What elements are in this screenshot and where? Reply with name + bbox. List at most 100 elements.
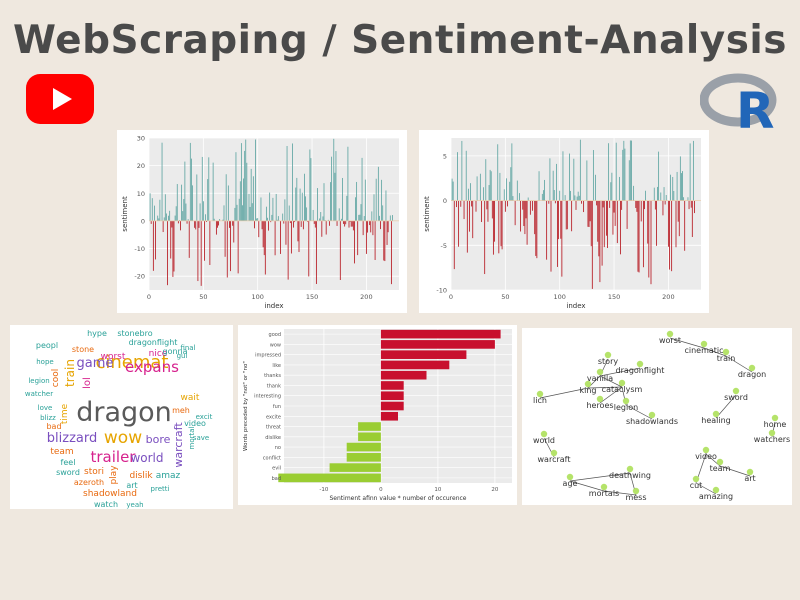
chart1-bar — [190, 158, 192, 221]
chart1-bar — [233, 220, 235, 243]
chart1-x-tick-label: 50 — [199, 293, 207, 301]
chart1-bar — [300, 220, 302, 227]
chart2-bar — [581, 200, 582, 204]
chart2-y-tick-label: -10 — [436, 287, 447, 295]
chart3-category-label: fun — [273, 404, 281, 410]
chart1-bar — [280, 220, 281, 254]
chart2-bar — [588, 200, 590, 228]
chart1-bar — [362, 220, 364, 236]
chart2-bar — [479, 173, 481, 201]
chart2-bar — [586, 160, 588, 201]
chart1-bar — [347, 146, 349, 221]
chart2-bar — [620, 200, 621, 255]
chart2-bar — [610, 182, 612, 201]
chart1-bar — [186, 220, 188, 224]
chart2-bar — [614, 200, 616, 226]
chart2-bar — [466, 200, 468, 253]
network-node-label: legion — [614, 403, 638, 412]
chart2-bar — [647, 200, 649, 244]
chart1-bar — [331, 156, 333, 221]
network-node — [536, 390, 544, 398]
network-node — [712, 410, 720, 418]
chart1-bar — [336, 220, 338, 226]
chart2-bar — [608, 143, 610, 201]
chart2-bar — [578, 195, 580, 201]
chart2-bar — [596, 200, 598, 206]
network-edge — [599, 375, 623, 388]
word-cloud-word: mortal — [188, 426, 196, 449]
chart1-bar — [348, 220, 350, 228]
chart2-y-tick-label: 5 — [443, 152, 447, 160]
network-node — [622, 397, 630, 405]
chart1-bar — [179, 220, 180, 221]
chart2-bar — [660, 192, 662, 201]
chart1-bar — [365, 220, 367, 254]
chart2-bar — [598, 200, 600, 257]
chart2-bar — [554, 200, 556, 204]
chart3-x-tick-label: -10 — [319, 487, 328, 493]
chart1-bar — [356, 181, 358, 221]
chart1-bar — [183, 199, 185, 221]
chart1-bar — [343, 220, 344, 224]
network-edge — [603, 490, 637, 496]
network-node-label: sword — [724, 393, 748, 402]
word-cloud-word: time — [60, 403, 70, 424]
chart1-bar — [284, 199, 286, 221]
chart1-bar — [383, 220, 385, 261]
chart2-bar — [667, 200, 669, 247]
chart3-category-label: impressed — [255, 353, 281, 359]
chart2-bar — [476, 176, 478, 201]
chart1-bar — [352, 220, 354, 231]
chart2-bar — [542, 190, 544, 201]
network-edge — [725, 355, 753, 373]
chart2-bar — [460, 200, 462, 207]
chart1-bar — [384, 220, 386, 262]
chart3-bar — [346, 442, 381, 452]
chart2-bar — [602, 200, 604, 208]
chart1-bar — [227, 185, 229, 221]
chart1-bar — [287, 220, 289, 280]
word-cloud-word: watcher — [25, 390, 53, 398]
chart1-x-tick-label: 100 — [251, 293, 263, 301]
chart2-bar — [590, 200, 592, 247]
chart1-bar — [385, 190, 387, 221]
chart1-bar — [255, 139, 256, 221]
chart2-bar — [527, 197, 529, 201]
chart2-x-tick-label: 200 — [662, 293, 674, 301]
chart2-y-tick-label: 0 — [443, 197, 447, 205]
chart1-bar — [264, 220, 266, 275]
chart1-bar — [206, 220, 208, 222]
chart1-bar — [240, 143, 242, 221]
chart2-bar — [611, 172, 613, 201]
chart1-bar — [306, 207, 308, 221]
chart2-bar — [500, 200, 502, 247]
chart2-bar — [453, 200, 455, 270]
chart2-bar — [663, 187, 665, 201]
chart2-bar — [484, 200, 486, 275]
chart2-bar — [624, 148, 626, 201]
chart2-bar — [565, 200, 567, 230]
chart2-bar — [485, 159, 487, 201]
chart2-bar — [573, 158, 575, 201]
chart1-bar — [301, 192, 303, 221]
chart1-bar — [182, 211, 184, 221]
chart1-bar — [242, 205, 243, 221]
chart1-bar — [237, 220, 239, 274]
chart1-bar — [274, 220, 276, 256]
chart2-bar — [490, 171, 492, 201]
word-cloud-word: game — [77, 356, 114, 371]
chart1-bar — [286, 146, 288, 221]
chart2-bar — [619, 176, 620, 201]
chart1-bar — [305, 196, 306, 221]
chart2-bar — [564, 195, 566, 201]
chart1-bar — [265, 206, 267, 221]
word-cloud-word: lol — [82, 377, 93, 389]
chart1-bar — [272, 197, 274, 221]
chart2-bar — [644, 200, 645, 210]
chart1-bar — [290, 220, 292, 254]
chart2-bar — [589, 200, 591, 222]
chart1-bar — [151, 198, 153, 221]
negation-words-chart: -10 0 10 20 good wow impressed like thanks thank i… — [238, 325, 517, 505]
network-node-label: dragon — [738, 370, 766, 379]
chart1-bar — [299, 188, 301, 221]
